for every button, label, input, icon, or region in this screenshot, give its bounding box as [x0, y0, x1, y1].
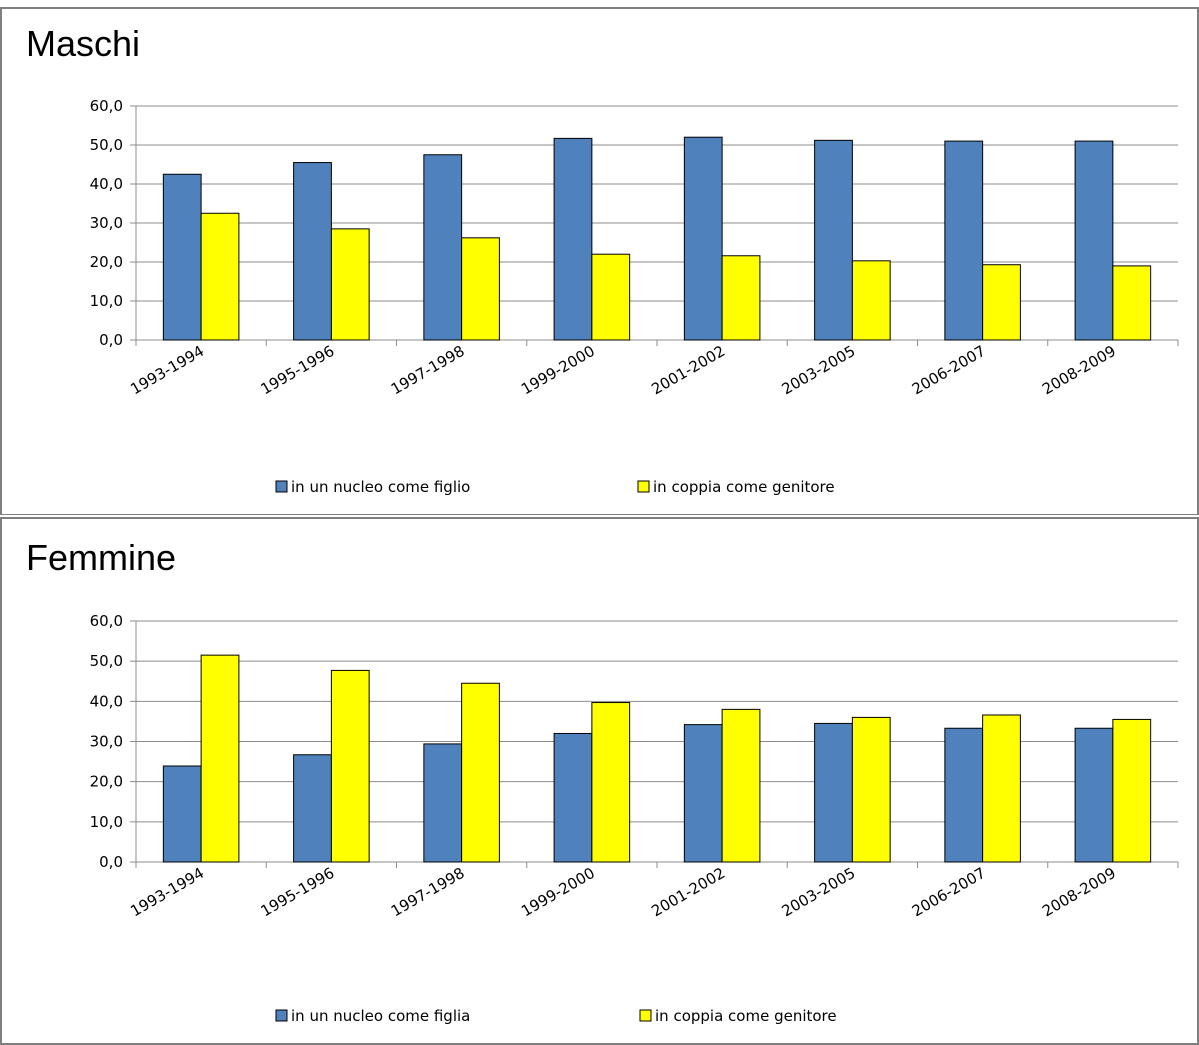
bar [591, 253, 631, 341]
bar [553, 137, 593, 341]
bar [851, 260, 891, 341]
bar [461, 682, 500, 863]
x-tick-label: 2006-2007 [909, 864, 989, 920]
bar [721, 255, 761, 341]
x-tick-label: 1993-1994 [127, 864, 207, 920]
y-tick-label: 50,0 [90, 136, 123, 154]
y-tick-label: 30,0 [90, 733, 123, 751]
y-tick-label: 40,0 [90, 692, 123, 710]
bar [162, 173, 202, 341]
x-tick-label: 1995-1996 [258, 342, 338, 398]
y-tick-label: 60,0 [90, 97, 123, 115]
y-tick-label: 10,0 [90, 292, 123, 310]
bar [330, 228, 370, 341]
y-tick-label: 10,0 [90, 813, 123, 831]
bar [683, 136, 723, 341]
chart-title: Maschi [26, 23, 141, 64]
x-tick-label: 2001-2002 [648, 342, 728, 398]
x-tick-label: 2008-2009 [1039, 342, 1119, 398]
y-tick-label: 50,0 [90, 652, 123, 670]
bar [1074, 140, 1114, 341]
bar [1074, 727, 1114, 863]
x-tick-label: 1995-1996 [258, 864, 338, 920]
legend-label: in un nucleo come figlia [291, 1007, 470, 1025]
legend-label: in un nucleo come figlio [291, 478, 470, 496]
y-tick-label: 20,0 [90, 253, 123, 271]
bar [982, 264, 1021, 341]
bar [944, 727, 984, 863]
bar [1112, 718, 1152, 863]
bar [944, 140, 984, 341]
x-tick-label: 2003-2005 [779, 864, 859, 920]
bar [851, 716, 891, 863]
y-tick-label: 40,0 [90, 175, 123, 193]
bar [330, 669, 370, 863]
y-tick-label: 20,0 [90, 773, 123, 791]
bar [1112, 265, 1152, 341]
legend-swatch [639, 1009, 652, 1022]
x-tick-label: 2006-2007 [909, 342, 989, 398]
x-tick-label: 2001-2002 [648, 864, 728, 920]
bar [423, 154, 463, 341]
bar [982, 714, 1021, 863]
legend-swatch [275, 480, 288, 493]
x-tick-label: 1999-2000 [518, 864, 598, 920]
bar [200, 654, 240, 863]
x-tick-label: 2003-2005 [779, 342, 859, 398]
bar [814, 722, 853, 863]
bar [293, 754, 332, 863]
legend-label: in coppia come genitore [653, 478, 835, 496]
chart-title: Femmine [26, 537, 177, 578]
x-tick-label: 2008-2009 [1039, 864, 1119, 920]
bar [293, 162, 332, 341]
x-tick-label: 1993-1994 [127, 342, 207, 398]
x-tick-label: 1997-1998 [388, 342, 468, 398]
bar [553, 732, 593, 863]
y-tick-label: 0,0 [99, 331, 123, 349]
y-tick-label: 30,0 [90, 214, 123, 232]
bar [461, 237, 500, 341]
bar [423, 743, 463, 863]
bar [683, 724, 723, 863]
legend-label: in coppia come genitore [655, 1007, 837, 1025]
y-tick-label: 60,0 [90, 612, 123, 630]
legend-swatch [637, 480, 650, 493]
bar [814, 139, 853, 341]
bar [200, 212, 240, 341]
bar [591, 702, 631, 863]
bar [721, 708, 761, 863]
x-tick-label: 1997-1998 [388, 864, 468, 920]
bar [162, 765, 202, 863]
y-tick-label: 0,0 [99, 853, 123, 871]
legend-swatch [275, 1009, 288, 1022]
x-tick-label: 1999-2000 [518, 342, 598, 398]
